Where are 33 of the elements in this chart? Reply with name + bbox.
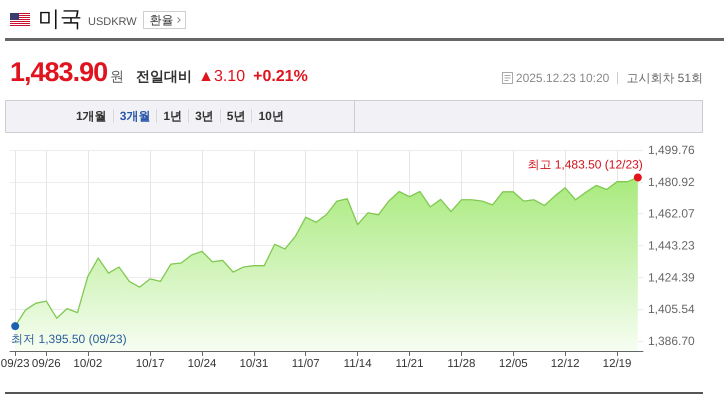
x-tick-label: 11/28 — [447, 358, 476, 370]
y-tick-label: 1,480.92 — [648, 174, 696, 189]
text: 2025.12.23 10:20 — [516, 71, 610, 85]
chart-subtitle: USDKRW — [88, 16, 137, 28]
text: 전일대비 — [136, 68, 192, 86]
x-tick-label: 12/12 — [550, 358, 580, 370]
y-tick-label: 1,499.76 — [648, 143, 696, 157]
x-tick-label: 10/24 — [188, 358, 217, 370]
x-tick-label: 12/05 — [498, 358, 528, 370]
text: ▲3.10 — [198, 68, 246, 86]
y-tick-label: 1,424.39 — [648, 270, 696, 284]
y-tick-label: 1,462.07 — [648, 206, 696, 221]
y-tick-label: 1,386.70 — [648, 334, 696, 348]
annotation: 최저 1,395.50 (09/23) — [11, 332, 127, 346]
chart-title: 미국 — [38, 5, 82, 33]
text: 고시회차 51회 — [617, 71, 703, 85]
x-tick-label: 09/26 — [32, 358, 61, 370]
text: 원 — [110, 68, 124, 86]
y-tick-label: 1,443.23 — [648, 238, 696, 253]
tab-bar: 1개월 3개월 1년 3년 5년 10년 — [5, 100, 703, 133]
x-tick-label: 11/14 — [344, 358, 372, 370]
y-tick-label: 1,405.54 — [648, 302, 696, 316]
text: 환율 — [150, 12, 174, 28]
x-tick-label: 09/23 — [0, 358, 30, 370]
x-tick-label: 11/07 — [292, 358, 320, 370]
text: 1,483.90 — [10, 57, 108, 88]
text: +0.21% — [253, 68, 308, 86]
x-tick-label: 11/21 — [396, 358, 424, 370]
annotation: 최고 1,483.50 (12/23) — [527, 157, 643, 172]
x-tick-label: 12/19 — [602, 358, 632, 370]
x-tick-label: 10/17 — [136, 358, 164, 370]
x-tick-label: 10/02 — [73, 358, 102, 370]
x-tick-label: 10/31 — [239, 358, 268, 370]
